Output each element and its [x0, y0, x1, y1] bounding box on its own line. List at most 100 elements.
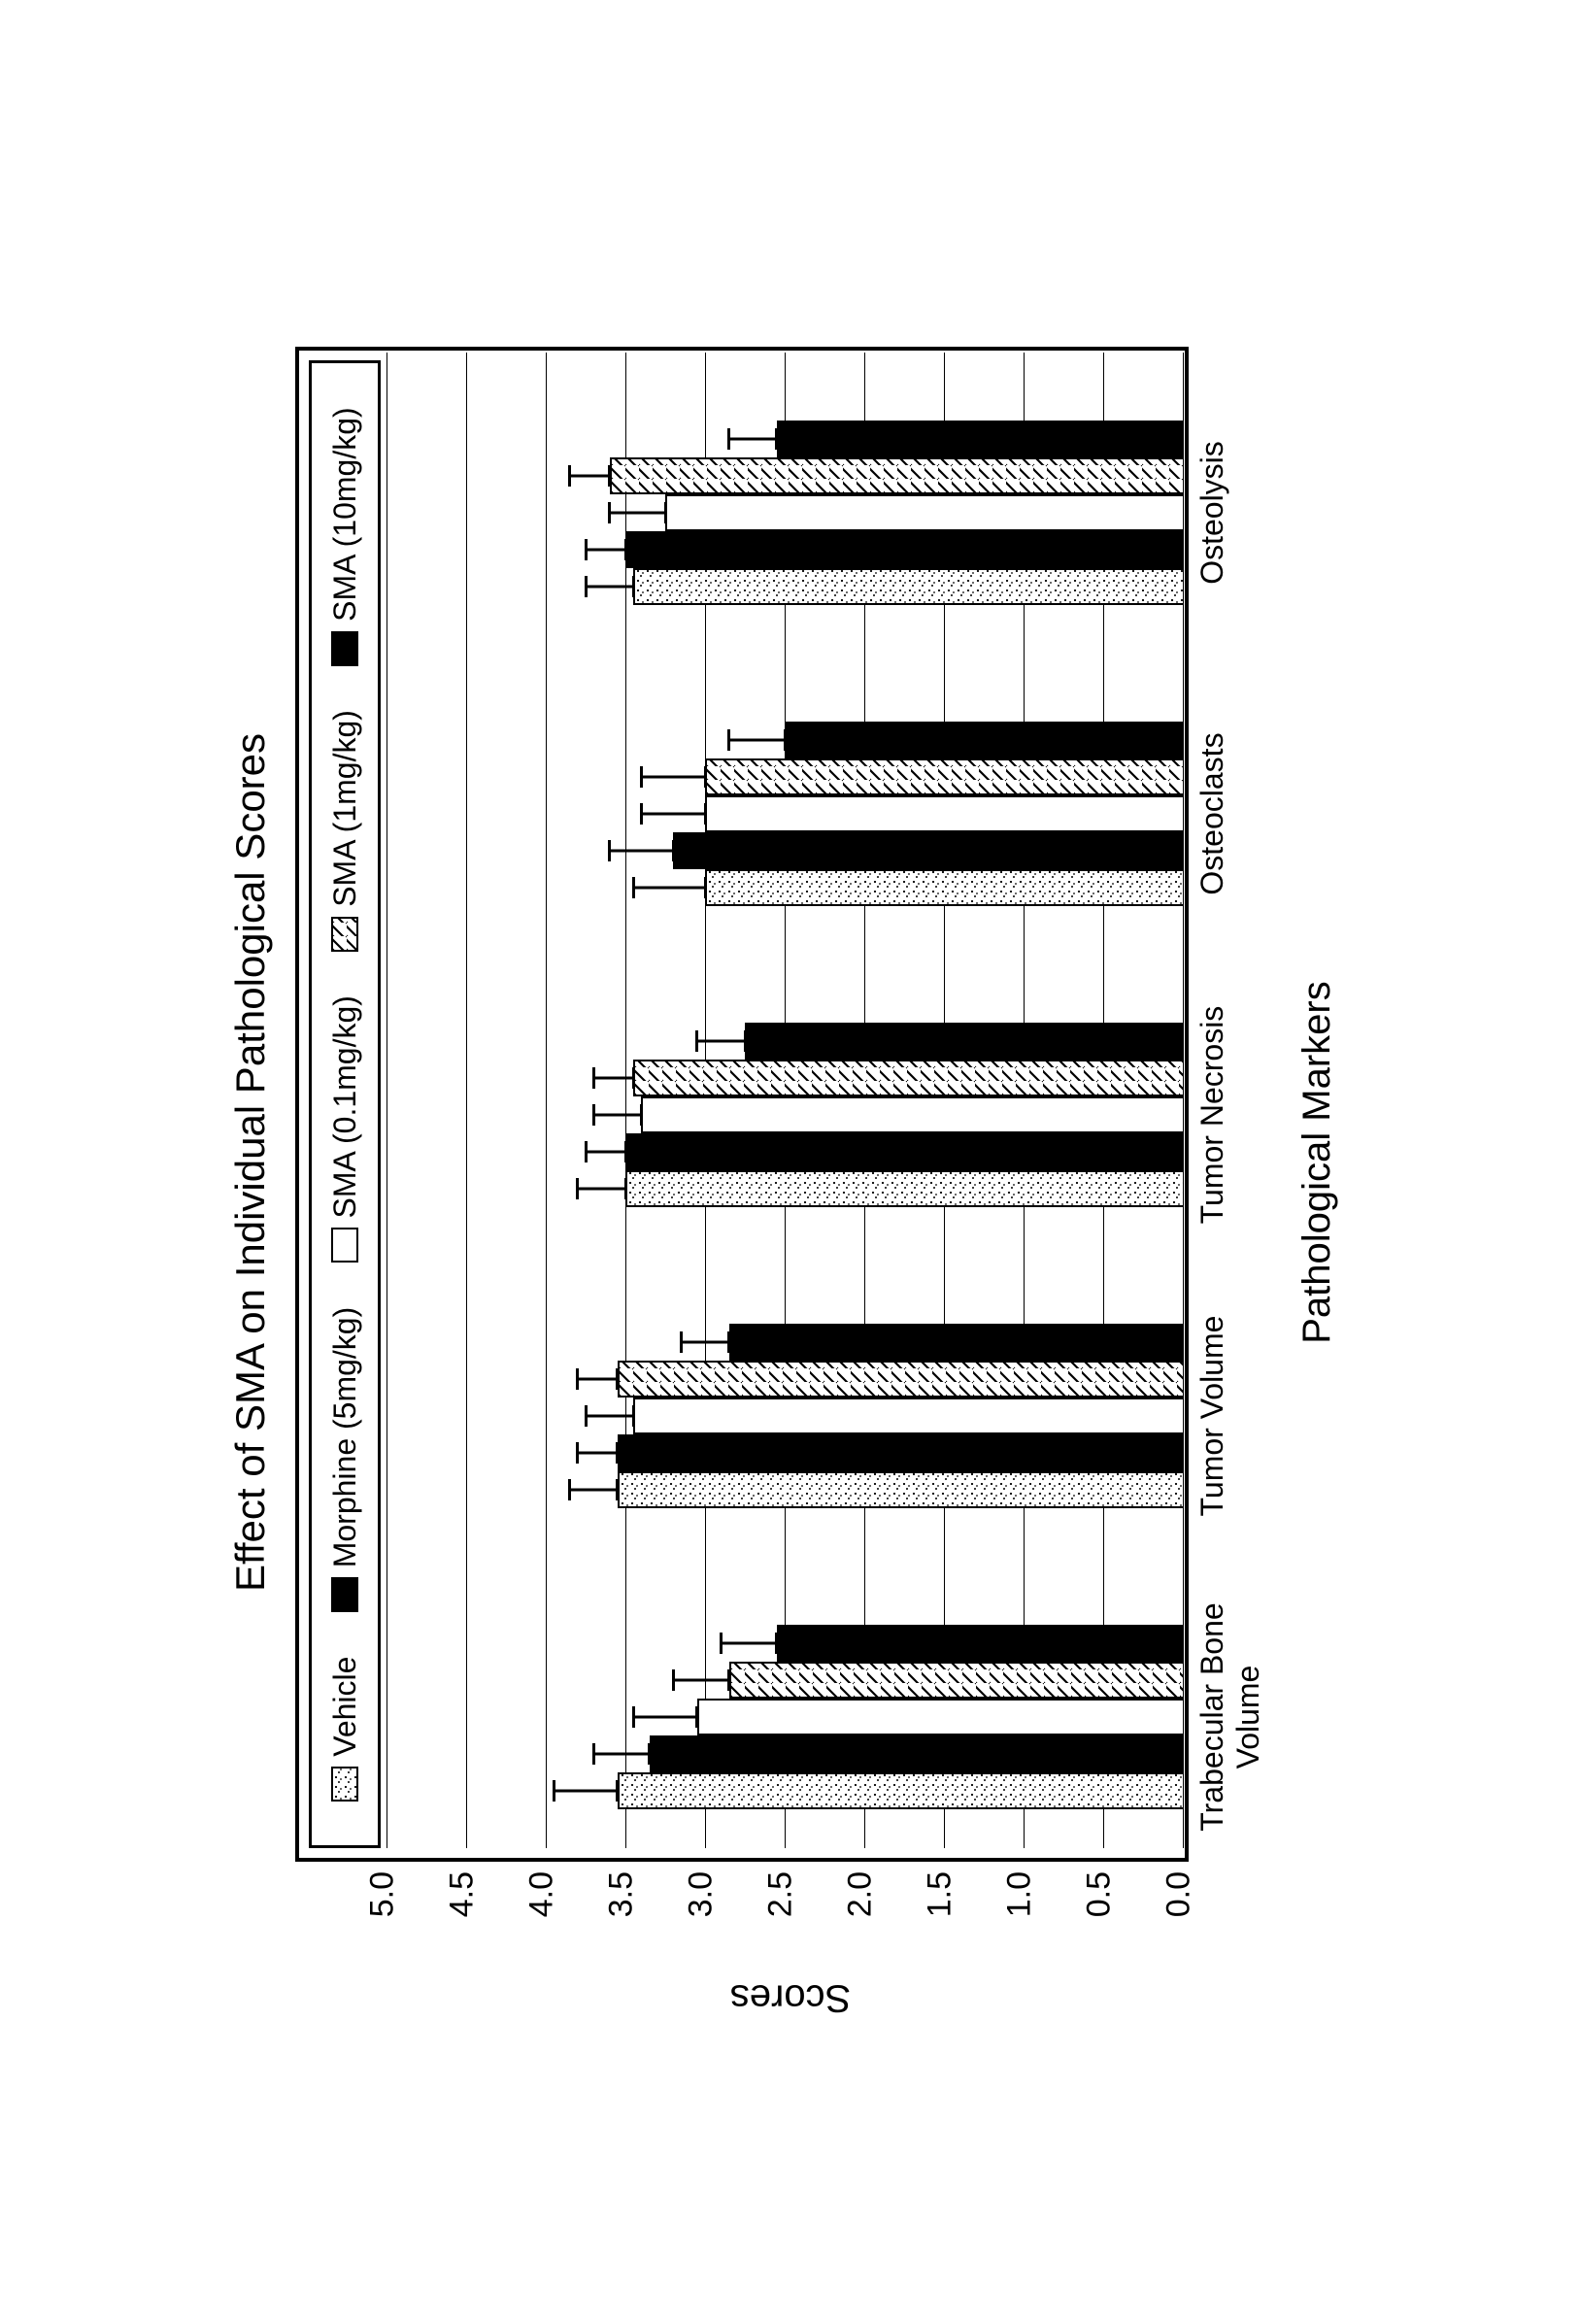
error-cap: [775, 428, 778, 450]
error-cap: [623, 1178, 626, 1199]
bar-group: Osteolysis: [609, 421, 1182, 605]
error-bar: [681, 1340, 728, 1343]
bar: [776, 421, 1182, 457]
error-bar: [593, 1752, 649, 1755]
error-cap: [695, 1706, 698, 1728]
bar: [745, 1023, 1183, 1060]
legend-item-sma-10: SMA (10mg/kg): [326, 407, 362, 666]
error-cap: [591, 1067, 594, 1089]
error-cap: [584, 576, 587, 597]
error-bar: [728, 738, 784, 741]
legend-swatch-sma-1: [331, 916, 358, 951]
error-cap: [671, 1669, 674, 1691]
error-bar: [586, 1414, 633, 1417]
error-cap: [639, 803, 642, 825]
bar-rect: [641, 1096, 1183, 1133]
x-category-label: Osteoclasts: [1194, 678, 1230, 950]
bar-rect: [649, 1735, 1182, 1772]
bar: [617, 1471, 1182, 1508]
bar: [633, 1398, 1183, 1434]
bar: [625, 531, 1183, 568]
bar: [649, 1735, 1182, 1772]
error-cap: [608, 840, 611, 861]
error-cap: [631, 1706, 634, 1728]
y-axis-label: Scores: [729, 1975, 851, 2019]
bar: [776, 1625, 1182, 1662]
bar: [785, 722, 1183, 758]
x-category-label: Trabecular Bone Volume: [1194, 1581, 1266, 1853]
bar-group: Tumor Volume: [617, 1324, 1182, 1508]
legend-item-morphine: Morphine (5mg/kg): [326, 1306, 362, 1612]
error-bar: [586, 585, 633, 588]
bar-rect: [625, 1170, 1183, 1207]
error-cap: [631, 1405, 634, 1427]
y-tick-label: 0.5: [1080, 1871, 1118, 1949]
bar-rect: [705, 795, 1183, 832]
error-cap: [608, 502, 611, 523]
error-bar: [633, 886, 705, 889]
error-bar: [721, 1641, 776, 1644]
legend-swatch-sma-10: [331, 630, 358, 665]
bar-rect: [633, 1060, 1183, 1096]
error-bar: [633, 1715, 697, 1718]
bar-rect: [617, 1361, 1182, 1398]
error-bar: [641, 812, 705, 815]
x-category-label: Osteolysis: [1194, 377, 1230, 649]
error-cap: [727, 428, 730, 450]
error-bar: [696, 1039, 744, 1042]
bar-rect: [665, 494, 1183, 531]
bar: [617, 1361, 1182, 1398]
bar: [625, 1133, 1183, 1170]
error-cap: [552, 1780, 555, 1802]
legend-label-sma-1: SMA (1mg/kg): [326, 710, 362, 907]
bar-rect: [633, 1398, 1183, 1434]
error-bar: [577, 1187, 624, 1190]
legend-label-vehicle: Vehicle: [326, 1656, 362, 1756]
error-cap: [727, 1669, 730, 1691]
error-cap: [679, 1331, 682, 1353]
legend: Vehicle Morphine (5mg/kg) SMA (0.1mg/kg)…: [309, 360, 381, 1848]
y-tick-label: 2.5: [761, 1871, 799, 1949]
bar: [617, 1434, 1182, 1471]
error-cap: [703, 877, 706, 898]
bar-group: Tumor Necrosis: [625, 1023, 1183, 1207]
legend-item-sma-01: SMA (0.1mg/kg): [326, 995, 362, 1263]
y-tick-label: 4.5: [443, 1871, 481, 1949]
error-bar: [577, 1451, 617, 1454]
error-bar: [609, 849, 673, 852]
bar: [625, 1170, 1183, 1207]
error-bar: [641, 775, 705, 778]
error-cap: [671, 840, 674, 861]
error-cap: [616, 1780, 619, 1802]
bar: [705, 758, 1183, 795]
legend-swatch-morphine: [331, 1577, 358, 1612]
error-cap: [639, 1104, 642, 1126]
error-cap: [576, 1442, 579, 1464]
bar-rect: [776, 1625, 1182, 1662]
y-tick-label: 0.0: [1160, 1871, 1197, 1949]
error-cap: [663, 502, 666, 523]
error-cap: [639, 766, 642, 788]
bar-rect: [705, 758, 1183, 795]
y-tick-label: 1.0: [1000, 1871, 1038, 1949]
y-gridline: [466, 353, 467, 1848]
error-cap: [631, 576, 634, 597]
error-cap: [568, 1479, 571, 1500]
bar-rect: [745, 1023, 1183, 1060]
error-cap: [584, 539, 587, 560]
legend-item-vehicle: Vehicle: [326, 1656, 362, 1801]
y-tick-label: 3.5: [602, 1871, 640, 1949]
bar-rect: [633, 568, 1183, 605]
bar-rect: [617, 1772, 1182, 1809]
bar-rect: [617, 1471, 1182, 1508]
error-cap: [623, 539, 626, 560]
error-bar: [554, 1789, 618, 1792]
error-cap: [648, 1743, 651, 1765]
error-cap: [703, 766, 706, 788]
y-tick-label: 3.0: [682, 1871, 720, 1949]
legend-label-morphine: Morphine (5mg/kg): [326, 1306, 362, 1567]
bar: [633, 568, 1183, 605]
bar-rect: [705, 869, 1183, 906]
error-bar: [728, 437, 776, 440]
legend-item-sma-1: SMA (1mg/kg): [326, 710, 362, 952]
